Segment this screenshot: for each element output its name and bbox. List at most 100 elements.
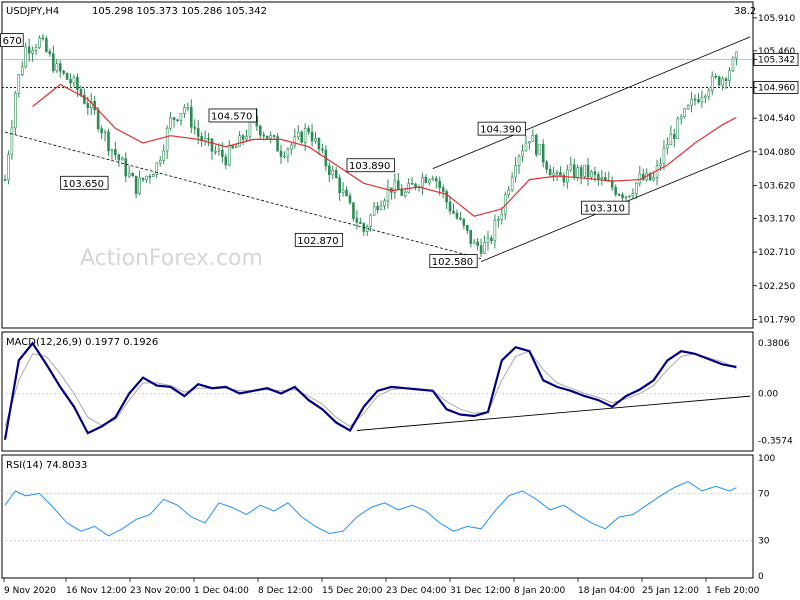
candle-body-116 [403, 191, 407, 196]
candle-body-92 [321, 148, 324, 151]
candle-body-7 [27, 46, 31, 54]
candle-body-178 [617, 194, 621, 196]
candle-body-171 [593, 171, 597, 175]
candle-body-108 [376, 206, 379, 210]
candle-body-95 [331, 169, 335, 176]
price-label-box-4 [346, 158, 395, 173]
candle-body-128 [445, 191, 448, 203]
price-label-box-5 [429, 254, 478, 269]
candle-body-60 [210, 138, 214, 152]
price-tick-5: 104.080 [758, 148, 795, 158]
candle-body-164 [569, 164, 573, 171]
candle-body-205 [710, 75, 714, 91]
rsi-title: RSI(14) 74.8033 [6, 460, 87, 471]
candle-body-34 [121, 158, 124, 161]
candle-body-65 [227, 145, 231, 166]
candle-body-197 [683, 108, 686, 117]
candle-body-115 [400, 189, 404, 196]
candle-body-109 [379, 205, 383, 210]
macd-plot [2, 341, 753, 440]
candle-body-37 [131, 173, 134, 177]
candle-body-142 [493, 220, 497, 242]
candle-body-160 [555, 172, 559, 174]
candle-body-173 [600, 177, 604, 179]
candle-body-75 [262, 134, 266, 137]
candle-body-97 [338, 177, 341, 194]
candle-body-59 [207, 138, 210, 140]
candle-body-31 [110, 149, 114, 152]
candle-body-18 [65, 72, 69, 80]
rsi-line [4, 481, 737, 537]
candle-body-15 [55, 63, 59, 72]
candle-body-42 [148, 175, 152, 178]
candle-body-132 [459, 217, 462, 220]
macd-trendline [356, 395, 751, 431]
candle-body-170 [590, 171, 593, 178]
candle-body-153 [531, 134, 535, 142]
candle-body-187 [648, 172, 652, 181]
candle-body-11 [41, 37, 45, 40]
price-panel-frame [1, 1, 754, 329]
candle-body-123 [428, 179, 431, 183]
candle-body-53 [186, 106, 190, 109]
price-tick-2: 105.342 [758, 55, 795, 65]
candle-body-146 [507, 189, 511, 195]
candle-body-76 [265, 135, 269, 139]
candle-body-162 [562, 174, 566, 183]
price-label-box-3 [294, 232, 344, 247]
candle-body-143 [497, 219, 500, 221]
price-label-box-6 [477, 121, 526, 136]
candle-body-49 [172, 117, 176, 120]
x-tick-0: 9 Nov 2020 [4, 586, 56, 596]
x-tick-3: 1 Dec 04:00 [194, 586, 249, 596]
candle-body-134 [465, 225, 469, 231]
candle-body-29 [103, 131, 107, 134]
candle-body-4 [17, 74, 21, 94]
candle-body-158 [548, 169, 552, 176]
price-label-0: 670 [3, 36, 22, 47]
candle-body-206 [714, 75, 718, 78]
candle-body-12 [45, 38, 48, 52]
candle-body-161 [559, 172, 562, 176]
candle-body-0 [3, 179, 7, 181]
candle-body-30 [107, 131, 110, 152]
candle-body-139 [483, 241, 486, 254]
candle-body-199 [690, 98, 693, 106]
x-tick-5: 15 Dec 20:00 [322, 586, 383, 596]
candle-body-80 [279, 150, 283, 157]
candle-body-84 [293, 136, 297, 146]
candle-body-121 [421, 176, 424, 188]
candle-body-212 [735, 51, 738, 59]
candle-body-13 [48, 51, 52, 55]
candle-body-27 [96, 109, 100, 130]
candle-body-82 [286, 148, 290, 157]
candle-body-149 [517, 155, 521, 166]
candle-body-16 [58, 63, 62, 72]
candle-body-77 [269, 135, 272, 139]
x-tick-10: 25 Jan 12:00 [642, 586, 699, 596]
candle-body-136 [472, 241, 476, 244]
candle-body-124 [431, 178, 435, 181]
candle-body-23 [83, 94, 86, 104]
candle-body-87 [303, 128, 307, 143]
candle-body-198 [686, 104, 690, 110]
price-label-1: 103.650 [63, 179, 104, 190]
x-axis-labels: 9 Nov 2020 16 Nov 12:00 23 Nov 20:00 1 Dec … [3, 578, 760, 596]
x-tick-6: 23 Dec 04:00 [386, 586, 447, 596]
candle-body-5 [20, 66, 24, 75]
price-tick-8: 102.710 [758, 248, 795, 258]
candle-body-147 [510, 176, 514, 191]
candle-body-22 [79, 89, 83, 96]
candle-body-14 [51, 53, 55, 72]
candle-body-152 [528, 141, 531, 144]
candle-body-86 [300, 131, 304, 143]
candle-body-179 [621, 194, 624, 199]
candle-body-181 [628, 195, 631, 198]
macd-panel-frame [1, 331, 754, 452]
price-ohlc: 105.298 105.373 105.286 105.342 [92, 6, 267, 17]
candle-body-125 [434, 178, 438, 182]
candle-body-98 [341, 189, 345, 194]
price-label-6: 104.390 [480, 125, 521, 136]
price-tick-3: 104.960 [758, 83, 795, 93]
